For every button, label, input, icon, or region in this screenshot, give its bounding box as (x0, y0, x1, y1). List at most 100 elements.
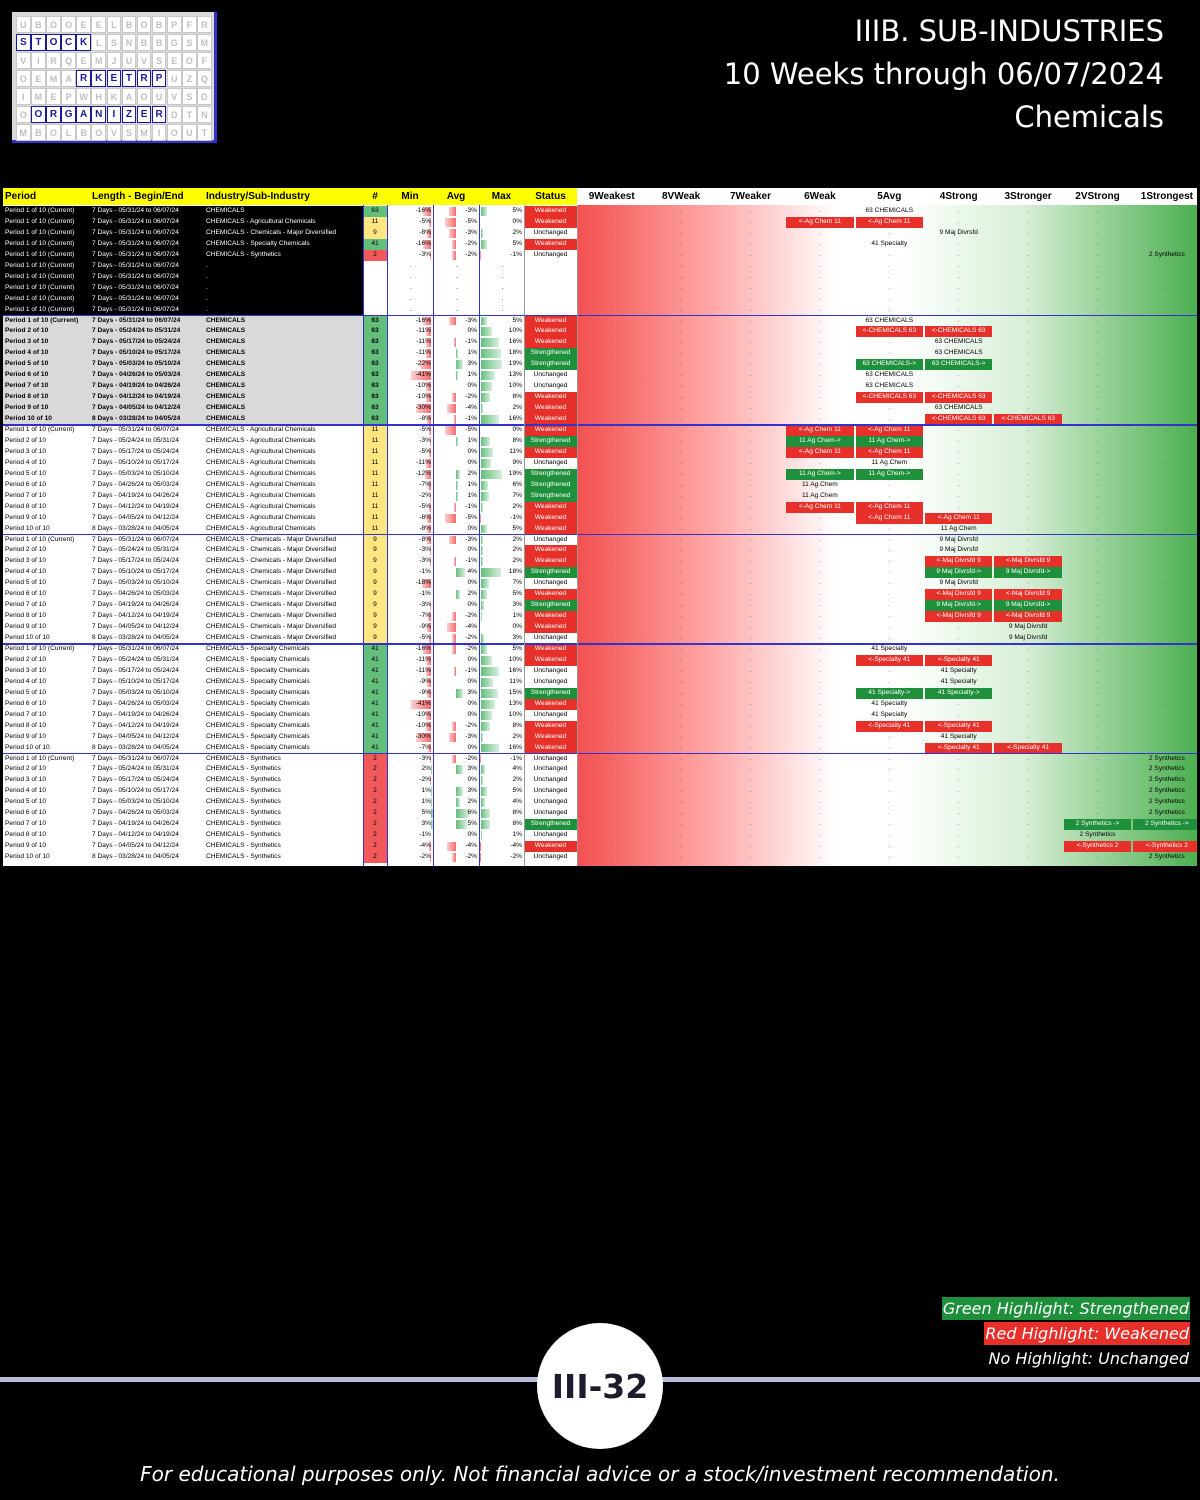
zone-dot: . (1096, 228, 1099, 236)
period-cell: Period 9 of 10 (5, 623, 47, 631)
value-bar (445, 513, 456, 523)
avg-cell: 0% (433, 446, 479, 458)
zone-label: <-Maj Divrsfd 9 (925, 556, 993, 568)
zone-label: 9 Maj Divrsfd (939, 546, 978, 554)
max-cell: 2% (479, 227, 524, 239)
period-cell: Period 1 of 10 (Current) (5, 305, 75, 313)
table-row: Period 6 of 10 7 Days - 04/26/24 to 05/03… (3, 698, 1197, 710)
zone-dot: . (610, 677, 613, 685)
value-text: -30% (415, 732, 431, 740)
value-text: 18% (508, 349, 522, 357)
zone-dot: . (749, 831, 752, 839)
avg-cell: -3% (433, 731, 479, 743)
disclaimer: For educational purposes only. Not finan… (140, 1462, 1060, 1486)
value-text: 10% (508, 710, 522, 718)
zone-label: 2 Synthetics -> (1063, 819, 1132, 831)
count-cell: 2 (363, 808, 387, 820)
max-cell: . (479, 304, 524, 316)
max-cell: 2% (479, 403, 524, 415)
zone-dot: . (680, 732, 682, 740)
zone-dot: . (957, 842, 960, 850)
zone-dot: . (749, 645, 752, 652)
logo-letter: I (16, 88, 31, 105)
value-bar (416, 732, 431, 742)
zone-dot: . (610, 699, 613, 707)
zone-dot: . (749, 557, 752, 565)
zone-dot: . (888, 754, 891, 762)
value-bar (445, 426, 456, 435)
value-bar (447, 842, 456, 852)
empty-dot: . (501, 283, 504, 291)
value-bar (481, 831, 483, 841)
zone-dot: . (888, 207, 891, 214)
count-cell: 11 (363, 501, 387, 513)
logo-letter: L (61, 124, 76, 141)
status-cell: Weakened (524, 337, 577, 349)
table-row: Period 5 of 10 7 Days - 05/03/24 to 05/10… (3, 578, 1197, 590)
min-cell: -41% (387, 698, 433, 710)
length-cell: 7 Days - 05/31/24 to 06/07/24 (92, 272, 179, 280)
title-date-range: 10 Weeks through 06/07/2024 (723, 57, 1164, 91)
page-title: IIIB. SUB-INDUSTRIES 10 Weeks through 06… (724, 10, 1164, 139)
zone-dot: . (957, 699, 960, 707)
value-text: -11% (416, 458, 431, 466)
zone-label: 11 Ag Chem-> (786, 435, 854, 447)
status-cell: Weakened (524, 403, 577, 415)
avg-cell: 1% (433, 479, 479, 491)
count-cell: 2 (363, 764, 387, 776)
period-cell: Period 6 of 10 (5, 699, 47, 707)
value-bar (447, 404, 456, 414)
industry-cell: CHEMICALS - Specialty Chemicals (206, 677, 310, 685)
value-text: -3% (419, 754, 431, 762)
zone-dot: . (818, 623, 821, 631)
zone-dot: . (888, 239, 891, 247)
legend-none: No Highlight: Unchanged (988, 1349, 1189, 1368)
zone-dot: . (749, 404, 752, 412)
max-cell: -1% (479, 512, 524, 524)
industry-cell: CHEMICALS - Agricultural Chemicals (206, 480, 316, 488)
zone-dot: . (749, 590, 752, 598)
zone-label: <-Ag Chem 11 (855, 446, 923, 458)
zone-dot: . (888, 283, 891, 291)
avg-cell: . (433, 260, 479, 272)
logo-letter: C (61, 34, 76, 51)
value-bar (427, 743, 431, 753)
value-bar (426, 721, 431, 731)
logo-letter: R (197, 16, 212, 33)
industry-cell: CHEMICALS - Agricultural Chemicals (206, 524, 316, 532)
zone-dot: . (957, 338, 960, 346)
value-text: -2% (465, 250, 477, 258)
zone-dot: . (888, 831, 891, 839)
zone-dot: . (1027, 217, 1029, 225)
zone-dot: . (1027, 842, 1029, 850)
avg-cell: -4% (433, 841, 479, 853)
table-row: Period 1 of 10 (Current) 7 Days - 05/31/2… (3, 644, 1197, 655)
status-cell: Weakened (524, 326, 577, 338)
value-text: -1% (465, 415, 477, 423)
value-bar (428, 634, 431, 643)
period-cell: Period 9 of 10 (5, 732, 47, 740)
zone-label: <-Ag Chem 11 (786, 425, 854, 436)
value-text: 1% (421, 798, 431, 806)
table-row: Period 1 of 10 (Current) 7 Days - 05/31/2… (3, 206, 1197, 217)
zone-dot: . (610, 809, 613, 817)
value-text: -5% (465, 513, 477, 521)
value-text: 2% (421, 765, 431, 773)
status-cell: Weakened (524, 742, 577, 754)
value-bar (481, 458, 491, 468)
max-cell: 18% (479, 348, 524, 360)
table-row: Period 8 of 10 7 Days - 04/12/24 to 04/19… (3, 611, 1197, 623)
value-bar (481, 502, 484, 512)
table-row: Period 6 of 10 7 Days - 04/26/24 to 05/03… (3, 479, 1197, 491)
zone-dot: . (1027, 710, 1029, 718)
zone-dot: . (1165, 634, 1168, 642)
count-cell: 2 (363, 852, 387, 863)
zone-dot: . (610, 732, 613, 740)
status-cell: Unchanged (524, 665, 577, 677)
status-cell: Weakened (524, 720, 577, 732)
value-text: 2% (467, 590, 477, 598)
zone-dot: . (749, 338, 752, 346)
zone-dot: . (680, 634, 682, 642)
value-text: 1% (467, 371, 477, 379)
zone-dot: . (957, 831, 960, 839)
